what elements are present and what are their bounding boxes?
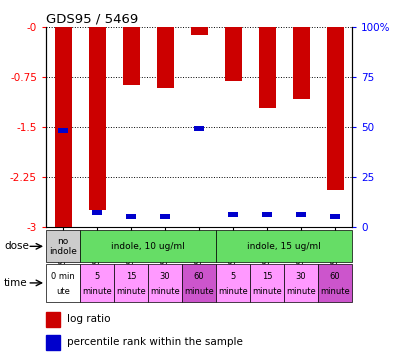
Bar [46, 264, 80, 302]
Text: indole, 10 ug/ml: indole, 10 ug/ml [111, 242, 185, 251]
Bar [296, 212, 306, 217]
Bar [262, 212, 272, 217]
Bar [326, 27, 344, 190]
Bar [224, 27, 242, 81]
Text: percentile rank within the sample: percentile rank within the sample [68, 337, 243, 347]
Text: ute: ute [56, 287, 70, 296]
Bar [46, 230, 80, 262]
Text: 0 min: 0 min [51, 272, 75, 281]
Bar [216, 264, 250, 302]
Bar [182, 264, 216, 302]
Bar [156, 27, 174, 88]
Bar [160, 214, 170, 219]
Text: 15: 15 [262, 272, 272, 281]
Text: minute: minute [116, 287, 146, 296]
Text: 60: 60 [330, 272, 340, 281]
Bar [92, 210, 102, 215]
Bar [80, 230, 216, 262]
Bar [318, 264, 352, 302]
Text: no
indole: no indole [49, 237, 77, 256]
Text: indole, 15 ug/ml: indole, 15 ug/ml [247, 242, 321, 251]
Bar [330, 214, 340, 219]
Bar [284, 264, 318, 302]
Bar [216, 230, 352, 262]
Bar [190, 27, 208, 35]
Bar [194, 126, 204, 131]
Text: 5: 5 [230, 272, 236, 281]
Bar [122, 27, 140, 85]
Text: 5: 5 [94, 272, 100, 281]
Text: 30: 30 [296, 272, 306, 281]
Bar [88, 27, 106, 210]
Text: 60: 60 [194, 272, 204, 281]
Bar [126, 214, 136, 219]
Bar [58, 128, 68, 134]
Text: log ratio: log ratio [68, 314, 111, 324]
Text: 30: 30 [160, 272, 170, 281]
Text: minute: minute [320, 287, 350, 296]
Bar [228, 212, 238, 217]
Text: minute: minute [82, 287, 112, 296]
Text: 15: 15 [126, 272, 136, 281]
Bar [250, 264, 284, 302]
Bar [80, 264, 114, 302]
Bar [292, 27, 310, 99]
Bar [148, 264, 182, 302]
Text: minute: minute [150, 287, 180, 296]
Text: dose: dose [4, 241, 29, 251]
Bar [114, 264, 148, 302]
Bar [46, 312, 60, 327]
Bar [258, 27, 276, 108]
Bar [46, 335, 60, 350]
Text: minute: minute [218, 287, 248, 296]
Text: minute: minute [252, 287, 282, 296]
Text: minute: minute [286, 287, 316, 296]
Text: minute: minute [184, 287, 214, 296]
Bar [54, 27, 72, 227]
Text: GDS95 / 5469: GDS95 / 5469 [46, 12, 138, 26]
Text: time: time [4, 278, 28, 288]
